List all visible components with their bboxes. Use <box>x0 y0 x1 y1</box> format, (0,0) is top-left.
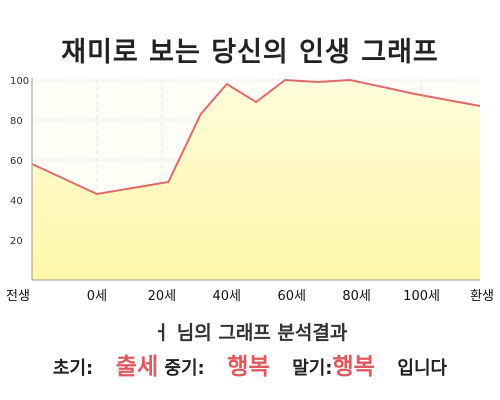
late-value: 행복 <box>332 354 375 380</box>
mid-label: 중기: <box>164 358 205 379</box>
x-tick-label: 100세 <box>403 289 440 304</box>
mid-value: 행복 <box>227 354 270 380</box>
area-fill <box>32 80 480 280</box>
early-label: 초기: <box>52 358 94 379</box>
y-tick-label: 60 <box>10 156 23 167</box>
y-tick-label: 80 <box>10 116 23 127</box>
chart-title: 재미로 보는 당신의 인생 그래프 <box>61 37 439 68</box>
life-line <box>31 78 481 196</box>
suffix-text: 입니다 <box>397 358 448 379</box>
x-tick-label: 환생 <box>470 289 494 304</box>
early-value: 출세 <box>115 354 159 380</box>
x-tick-label: 80세 <box>342 289 371 304</box>
analysis-result: 초기: 출세 중기: 행복 말기:행복 입니다 <box>0 347 500 381</box>
x-tick-label: 60세 <box>277 289 306 304</box>
x-tick-label: 0세 <box>87 289 107 304</box>
life-graph-chart: 20 40 60 80 100 전생 0세 20세 40세 60세 80세 100세 환생 <box>6 76 494 304</box>
x-tick-label: 40세 <box>213 289 242 304</box>
y-tick-label: 100 <box>10 76 29 87</box>
late-label: 말기: <box>292 358 333 379</box>
y-tick-label: 40 <box>10 196 23 207</box>
analysis-heading: ㅓ 님의 그래프 분석결과 <box>152 322 348 344</box>
x-tick-label: 전생 <box>6 289 30 304</box>
x-tick-label: 20세 <box>148 289 177 304</box>
y-tick-label: 20 <box>10 236 23 247</box>
